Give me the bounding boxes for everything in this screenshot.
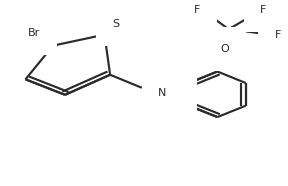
- Text: F: F: [194, 5, 200, 15]
- Text: Br: Br: [28, 28, 41, 38]
- Text: F: F: [260, 5, 267, 15]
- Text: F: F: [274, 30, 281, 40]
- Text: S: S: [112, 19, 120, 29]
- Text: O: O: [221, 44, 230, 54]
- Text: H: H: [172, 89, 180, 98]
- Text: N: N: [158, 89, 166, 98]
